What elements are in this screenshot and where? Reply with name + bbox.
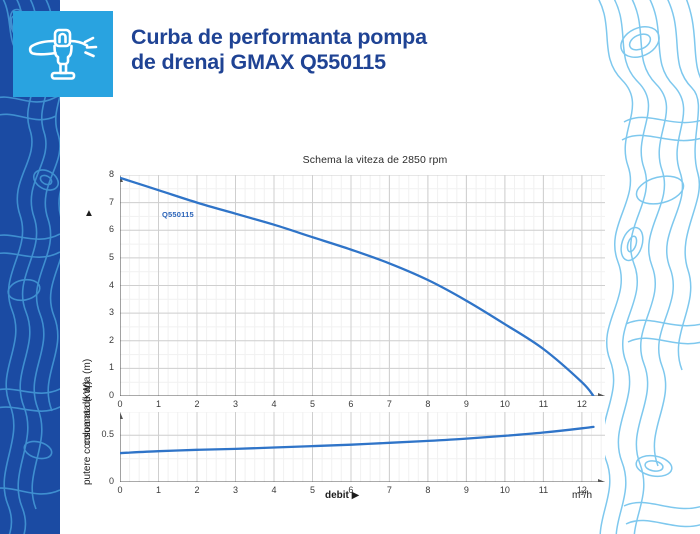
y-tick-label: 8 [108, 169, 114, 179]
x-tick-label: 6 [348, 485, 354, 495]
x-tick-label: 9 [463, 399, 469, 409]
head-axis-arrow-icon: ▲ [84, 208, 94, 219]
x-tick-label: 11 [538, 485, 549, 495]
right-decor-contours [595, 0, 700, 534]
x-tick-label: 10 [499, 485, 510, 495]
x-tick-label: 9 [463, 485, 469, 495]
y-tick-label: 0 [108, 390, 114, 400]
drainage-pump-icon [28, 28, 98, 80]
x-tick-label: 4 [271, 485, 277, 495]
x-tick-label: 12 [576, 485, 587, 495]
x-axis-title: debit ▶ [325, 490, 360, 501]
y-tick-label: 1 [108, 362, 114, 373]
x-tick-label: 5 [309, 485, 315, 495]
y-tick-label: 7 [108, 196, 114, 207]
x-tick-label: 0 [117, 399, 123, 409]
head-plot-grid [120, 175, 605, 396]
x-tick-label: 8 [425, 399, 431, 409]
x-tick-label: 8 [425, 485, 431, 495]
y-tick-label: 0 [108, 476, 114, 486]
x-tick-label: 11 [538, 399, 549, 409]
y-tick-label: 6 [108, 224, 114, 235]
brand-logo-tile [13, 11, 113, 97]
y-tick-label: 5 [108, 251, 114, 262]
x-tick-label: 3 [232, 485, 238, 495]
x-tick-label: 2 [194, 399, 200, 409]
x-tick-label: 5 [309, 399, 315, 409]
y-tick-label: 2 [108, 334, 114, 345]
x-tick-label: 0 [117, 485, 123, 495]
performance-chart: Schema la viteza de 2850 rpm coloana de … [60, 120, 640, 520]
y-tick-label: 3 [108, 307, 114, 318]
x-tick-label: 12 [576, 399, 587, 409]
x-tick-label: 2 [194, 485, 200, 495]
x-tick-label: 7 [386, 485, 392, 495]
x-tick-label: 4 [271, 399, 277, 409]
head-series-label: Q550115 [162, 210, 194, 219]
x-tick-label: 6 [348, 399, 354, 409]
x-tick-label: 7 [386, 399, 392, 409]
x-tick-label: 1 [155, 399, 161, 409]
page-title-line1: Curba de performanta pompa [131, 25, 427, 49]
chart-title: Schema la viteza de 2850 rpm [302, 154, 448, 166]
x-tick-label: 1 [155, 485, 161, 495]
page-title: Curba de performanta pompa de drenaj GMA… [131, 25, 551, 75]
y-tick-label: 4 [108, 279, 114, 290]
head-curve-plot: Q550115 [120, 175, 605, 396]
x-tick-label: 10 [499, 399, 510, 409]
power-curve-plot [120, 412, 605, 482]
x-tick-label: 3 [232, 399, 238, 409]
page-title-line2: de drenaj GMAX Q550115 [131, 50, 386, 74]
y-tick-label: 0.5 [101, 429, 114, 440]
x-axis-unit: m³/h [572, 490, 592, 501]
power-plot-grid [120, 412, 605, 482]
